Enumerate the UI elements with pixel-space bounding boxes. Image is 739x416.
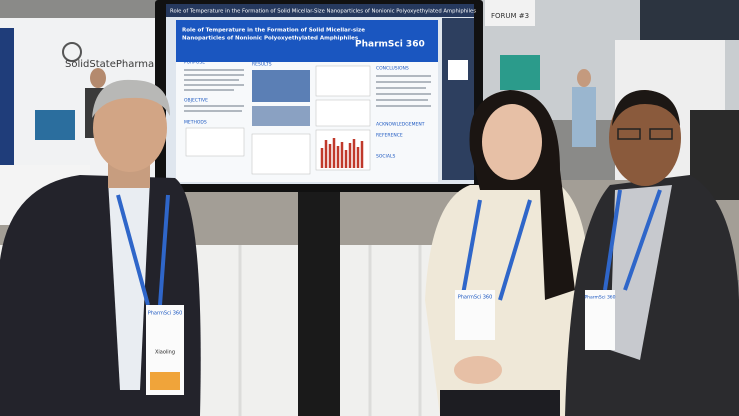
booth-graphic: [35, 110, 75, 140]
booth-panel: [500, 55, 540, 90]
section-heading: OBJECTIVE: [184, 98, 208, 104]
section-heading: PURPOSE: [184, 60, 205, 66]
background-person: [577, 69, 591, 87]
booth-sign: SolidStatePharma: [65, 59, 154, 70]
person-middle-pants: [440, 390, 560, 416]
person-middle-badge: [455, 290, 495, 340]
monitor-stand: [298, 188, 340, 416]
poster-text-lines: [184, 69, 431, 112]
person-right-lanyard: [603, 189, 662, 291]
person-right-face: [609, 90, 681, 186]
person-right-shirt: [610, 185, 672, 360]
section-heading: REFERENCE: [376, 133, 403, 139]
badge-name: Xiaoling: [155, 350, 175, 356]
poster-title: Nanoparticles of Nonionic Polyoxyethylat…: [182, 36, 359, 42]
background-person: [90, 68, 106, 88]
section-heading: RESULTS: [252, 62, 272, 68]
section-heading: METHODS: [184, 120, 207, 126]
screen-header: Role of Temperature in the Formation of …: [170, 9, 476, 15]
poster-table: [252, 70, 310, 102]
screen-header-bar: [166, 4, 474, 17]
poster-figure: [185, 127, 245, 157]
person-middle-hands: [454, 356, 502, 384]
person-left-face: [93, 84, 167, 172]
poster-title-bar: [176, 20, 438, 62]
person-right-glasses: [617, 128, 673, 140]
badge-event: PharmSci 360: [584, 295, 615, 301]
poster-logo: PharmSci 360: [355, 40, 425, 50]
poster-figure: [252, 106, 310, 126]
badge-ribbon: [150, 372, 180, 390]
background-person: [572, 87, 596, 147]
poster-title: Role of Temperature in the Formation of …: [182, 28, 365, 34]
poster-chart: [315, 99, 371, 127]
person-right-hair: [612, 90, 680, 126]
badge-event: PharmSci 360: [458, 295, 493, 301]
booth-logo-icon: [62, 42, 82, 62]
person-middle-face: [482, 104, 542, 180]
person-middle-lanyard: [460, 199, 532, 301]
section-heading: ACKNOWLEDGEMENT: [376, 122, 425, 128]
section-heading: CONCLUSIONS: [376, 66, 409, 72]
poster-chart: [315, 65, 371, 97]
poster-chart: [251, 133, 311, 175]
screen-sidebar: [442, 18, 474, 180]
person-right-badge: [585, 290, 615, 350]
qr-code: [448, 60, 468, 80]
poster-bars: [320, 138, 364, 168]
person-left-shirt: [108, 180, 150, 390]
badge-event: PharmSci 360: [148, 311, 183, 317]
person-left-hair: [92, 79, 170, 118]
person-left-lanyard: [116, 194, 170, 306]
window: [640, 0, 739, 40]
banner-sign: [485, 0, 535, 26]
section-heading: SOCIALS: [376, 154, 395, 160]
booth-stripe: [0, 28, 14, 178]
banner-text: FORUM #3: [491, 12, 529, 20]
person-right-suit: [565, 175, 739, 416]
